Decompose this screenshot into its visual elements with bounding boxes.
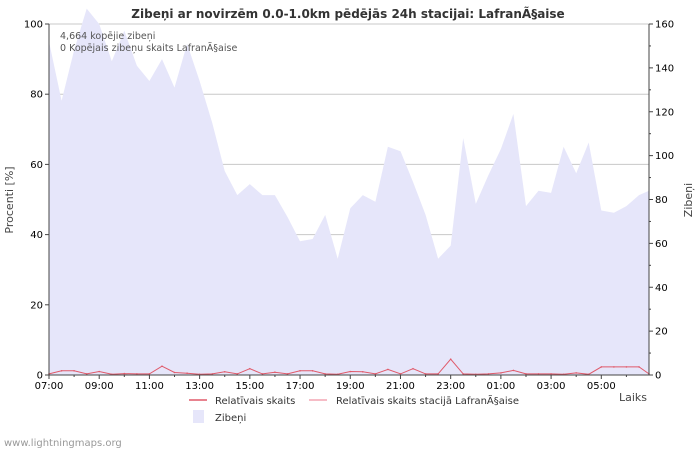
series-zibeni-area — [49, 8, 649, 375]
line-point-47 — [638, 366, 640, 368]
right-tick-label-0: 0 — [655, 371, 661, 382]
line-point-24 — [349, 370, 352, 373]
line-point-19 — [286, 373, 289, 375]
right-tick-labels: 0 20 40 60 80 100 120 140 160 — [649, 20, 674, 382]
line-point-13 — [211, 373, 213, 375]
right-tick-label-160: 160 — [655, 20, 674, 31]
left-tick-label-100: 100 — [24, 20, 43, 31]
line-point-6 — [123, 372, 126, 375]
line-point-17 — [261, 373, 264, 375]
right-tick-label-60: 60 — [655, 239, 668, 250]
line-point-9 — [161, 365, 163, 368]
legend-label-zibeni: Zibeņi — [215, 413, 246, 424]
legend-swatch-zibeni — [193, 410, 204, 423]
line-point-33 — [462, 373, 465, 375]
line-point-31 — [437, 373, 439, 375]
x-tick-label-4: 15:00 — [235, 381, 264, 392]
left-tick-label-0: 0 — [37, 371, 43, 382]
right-tick-label-20: 20 — [655, 327, 668, 338]
x-tick-label-9: 01:00 — [486, 381, 515, 392]
left-tick-label-20: 20 — [30, 300, 43, 311]
line-point-14 — [223, 371, 226, 373]
x-tick-label-7: 21:00 — [386, 381, 415, 392]
line-point-16 — [249, 367, 251, 370]
chart-title: Zibeņi ar novirzēm 0.0-1.0km pēdējās 24h… — [131, 6, 564, 21]
right-tick-label-40: 40 — [655, 283, 668, 294]
right-tick-label-120: 120 — [655, 107, 674, 118]
line-point-46 — [625, 366, 628, 368]
x-tick-label-5: 17:00 — [286, 381, 315, 392]
line-point-36 — [500, 372, 502, 374]
line-point-37 — [512, 369, 515, 372]
line-point-8 — [148, 373, 151, 375]
line-point-39 — [537, 373, 540, 375]
line-point-21 — [311, 370, 314, 372]
x-tick-label-1: 09:00 — [85, 381, 114, 392]
y-axis-right-label: Zibeņi — [682, 183, 695, 217]
x-tick-label-2: 11:00 — [135, 381, 164, 392]
x-tick-label-8: 23:00 — [436, 381, 465, 392]
left-tick-label-80: 80 — [30, 90, 43, 101]
line-point-29 — [412, 367, 414, 370]
x-tick-label-10: 03:00 — [537, 381, 566, 392]
left-tick-labels: 0 20 40 60 80 100 — [24, 20, 49, 382]
x-tick-labels: 07:00 09:00 11:00 13:00 15:00 17:00 19:00 21:00… — [35, 375, 627, 392]
line-point-40 — [550, 373, 552, 375]
y-axis-left-label: Procenti [%] — [3, 166, 16, 233]
right-tick-label-140: 140 — [655, 63, 674, 74]
line-point-26 — [374, 373, 377, 375]
legend-label-station: Relatīvais skaits stacijā LafranÃ§aise — [336, 394, 519, 407]
footer-credit: www.lightningmaps.org — [4, 438, 122, 449]
left-tick-label-60: 60 — [30, 160, 43, 171]
line-point-45 — [613, 366, 615, 368]
legend-label-relativais: Relatīvais skaits — [215, 396, 295, 407]
x-axis-label: Laiks — [619, 391, 647, 404]
line-point-35 — [487, 373, 490, 375]
line-point-7 — [136, 373, 138, 375]
line-point-11 — [186, 372, 188, 375]
line-point-25 — [362, 371, 364, 373]
line-point-3 — [85, 373, 88, 375]
line-point-42 — [575, 372, 577, 374]
line-point-44 — [600, 366, 603, 368]
line-point-10 — [173, 371, 176, 374]
line-point-1 — [60, 370, 63, 372]
line-point-15 — [236, 373, 239, 375]
line-point-22 — [324, 373, 327, 375]
line-point-30 — [424, 373, 427, 375]
left-tick-label-40: 40 — [30, 230, 43, 241]
line-point-20 — [299, 370, 301, 372]
line-point-4 — [98, 370, 100, 373]
x-tick-label-6: 19:00 — [336, 381, 365, 392]
line-point-18 — [274, 371, 276, 374]
line-point-28 — [399, 373, 402, 375]
right-tick-label-80: 80 — [655, 195, 668, 206]
line-point-27 — [387, 368, 389, 371]
x-tick-label-11: 05:00 — [587, 381, 616, 392]
annotation-total-strikes: 4,664 kopējie zibeņi — [60, 31, 155, 42]
line-point-32 — [449, 358, 452, 361]
x-tick-label-0: 07:00 — [35, 381, 64, 392]
line-point-2 — [73, 370, 75, 372]
annotation-station-strikes: 0 Kopējais zibeņu skaits LafranÃ§aise — [60, 43, 237, 54]
right-tick-label-100: 100 — [655, 151, 674, 162]
x-tick-label-3: 13:00 — [185, 381, 214, 392]
line-point-38 — [525, 373, 527, 375]
